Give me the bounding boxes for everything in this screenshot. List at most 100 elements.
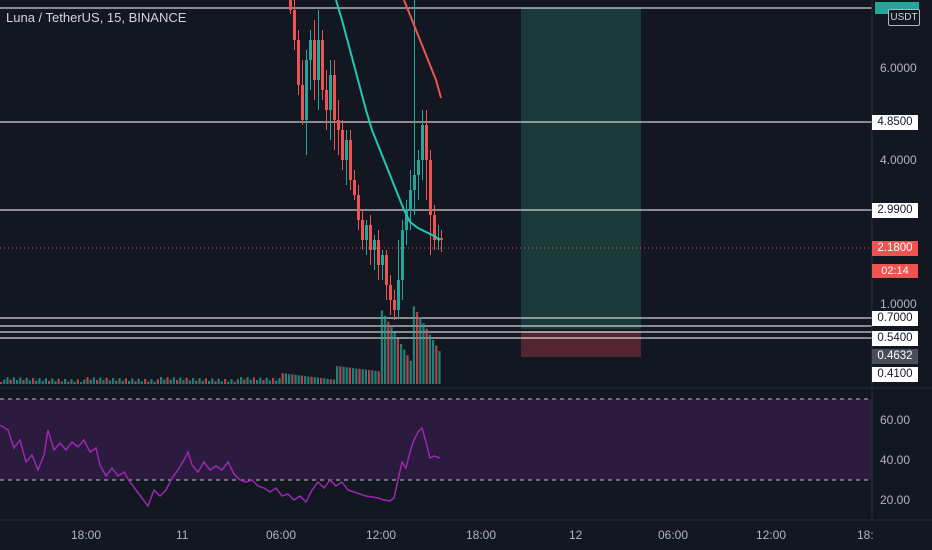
time-tick: 12:00 (756, 528, 787, 542)
volume-bar (73, 381, 76, 384)
volume-bar (92, 377, 95, 384)
rsi-tick: 60.00 (880, 413, 911, 427)
candle-body (301, 85, 304, 120)
level-label-0540[interactable]: 0.5400 (872, 331, 918, 346)
level-label-4850[interactable]: 4.8500 (872, 115, 918, 130)
volume-bar (153, 381, 156, 384)
candle-body (433, 215, 436, 240)
time-tick: 06:00 (658, 528, 689, 542)
candle-body (321, 40, 324, 90)
volume-bar (400, 344, 403, 384)
candle-body (313, 40, 316, 80)
volume-bar (160, 377, 163, 384)
candle-body (385, 255, 388, 285)
volume-bar (368, 370, 371, 384)
candle-body (425, 125, 428, 160)
volume-bar (243, 379, 246, 384)
candle-body (401, 230, 404, 280)
volume-bar (358, 368, 361, 384)
volume-bar (57, 378, 60, 384)
symbol-title[interactable]: Luna / TetherUS, 15, BINANCE (6, 10, 187, 25)
candle-body (365, 225, 368, 240)
volume-bar (240, 377, 243, 384)
candle-body (297, 40, 300, 85)
volume-bar (201, 380, 204, 384)
volume-bar (166, 377, 169, 384)
currency-selector[interactable]: USDT (888, 9, 920, 26)
volume-bar (195, 380, 198, 384)
time-tick: 18:00 (466, 528, 497, 542)
candlesticks (289, 0, 443, 320)
volume-bar (176, 380, 179, 384)
volume-bar (348, 367, 351, 384)
candle-body (341, 130, 344, 160)
volume-bar (352, 368, 355, 384)
volume-bar (179, 377, 182, 384)
volume-bar (0, 382, 3, 384)
volume-bar (35, 380, 38, 384)
volume-bar (396, 338, 399, 384)
loss-zone[interactable] (521, 331, 641, 357)
volume-bar (192, 378, 195, 384)
volume-bar (67, 381, 70, 384)
time-tick: 12:00 (366, 528, 397, 542)
last-close-label: 0.4632 (872, 349, 918, 364)
volume-bar (284, 373, 287, 384)
volume-bar (220, 381, 223, 384)
volume-bar (249, 379, 252, 384)
volume-bar (236, 379, 239, 384)
ema-slow-line (403, 0, 442, 99)
volume-bar (182, 380, 185, 384)
volume-bar (51, 378, 54, 384)
candle-body (293, 10, 296, 40)
volume-bar (185, 377, 188, 384)
volume-bar (121, 380, 124, 384)
volume-bar (96, 380, 99, 384)
volume-bar (393, 332, 396, 384)
volume-bar (224, 379, 227, 384)
current-price-label: 2.1800 (872, 241, 918, 256)
profit-zone[interactable] (521, 8, 641, 329)
price-tick: 4.0000 (880, 153, 917, 167)
candle-body (405, 210, 408, 230)
volume-bar (131, 378, 134, 384)
candle-body (333, 75, 336, 120)
level-label-0700[interactable]: 0.7000 (872, 311, 918, 326)
rsi-tick: 20.00 (880, 493, 911, 507)
time-tick: 18:00 (71, 528, 102, 542)
candle-body (317, 40, 320, 80)
volume-bar (70, 379, 73, 384)
rsi-line (0, 424, 441, 508)
volume-bar (208, 381, 211, 384)
candle-body (417, 160, 420, 175)
level-label-2990[interactable]: 2.9900 (872, 203, 918, 218)
volume-bar (156, 379, 159, 384)
volume-bar (64, 379, 67, 384)
time-tick: 12 (569, 528, 583, 542)
volume-bar (412, 306, 415, 384)
candle-body (421, 125, 424, 160)
volume-bar (163, 379, 166, 384)
volume-bar (19, 377, 22, 384)
volume-bar (54, 381, 57, 384)
volume-bar (147, 381, 150, 384)
volume-bar (16, 380, 19, 384)
volume-bar (89, 379, 92, 384)
volume-bars (0, 306, 441, 384)
volume-bar (217, 378, 220, 384)
volume-bar (428, 334, 431, 384)
volume-bar (422, 323, 425, 384)
horizontal-levels (0, 7, 872, 339)
volume-bar (172, 377, 175, 384)
volume-bar (329, 379, 332, 384)
candle-body (337, 120, 340, 130)
volume-bar (22, 380, 25, 384)
level-label-0410[interactable]: 0.4100 (872, 367, 918, 382)
volume-bar (316, 377, 319, 384)
volume-bar (259, 377, 262, 384)
volume-bar (83, 379, 86, 384)
volume-bar (214, 381, 217, 384)
volume-bar (377, 371, 380, 384)
candle-body (381, 255, 384, 265)
